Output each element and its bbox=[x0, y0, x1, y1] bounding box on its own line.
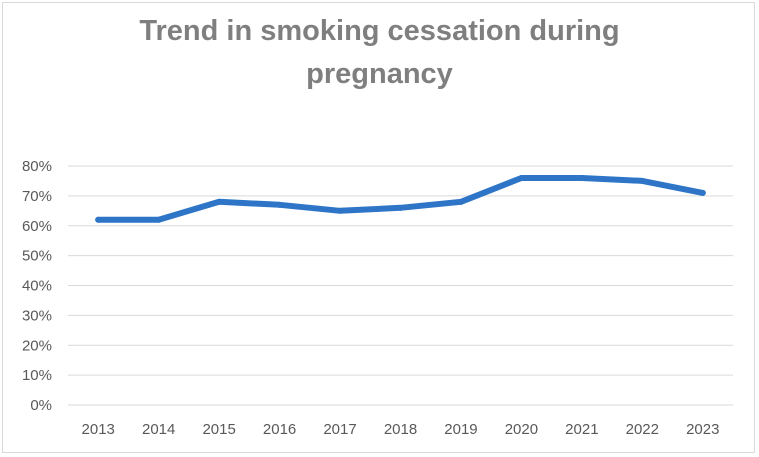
x-tick-label: 2016 bbox=[263, 421, 296, 438]
chart-frame bbox=[2, 2, 755, 453]
data-point bbox=[276, 201, 283, 208]
x-tick-label: 2021 bbox=[565, 421, 598, 438]
x-tick-label: 2020 bbox=[505, 421, 538, 438]
x-tick-label: 2022 bbox=[626, 421, 659, 438]
data-point bbox=[216, 198, 223, 205]
y-tick-label: 80% bbox=[22, 158, 52, 175]
y-tick-label: 30% bbox=[22, 307, 52, 324]
y-tick-label: 70% bbox=[22, 188, 52, 205]
x-tick-label: 2019 bbox=[444, 421, 477, 438]
data-point bbox=[578, 174, 585, 181]
y-tick-label: 40% bbox=[22, 278, 52, 295]
x-tick-label: 2014 bbox=[142, 421, 175, 438]
data-point bbox=[639, 177, 646, 184]
y-tick-label: 50% bbox=[22, 248, 52, 265]
data-point bbox=[397, 204, 404, 211]
data-point bbox=[699, 189, 706, 196]
series-line bbox=[95, 175, 706, 223]
x-tick-label: 2023 bbox=[686, 421, 719, 438]
y-tick-label: 20% bbox=[22, 337, 52, 354]
x-axis-tick-labels: 2013 2014 2015 2016 2017 2018 2019 2020 2021 2022… bbox=[82, 421, 720, 438]
y-tick-label: 0% bbox=[30, 397, 52, 414]
data-point bbox=[155, 216, 162, 223]
series-layer bbox=[95, 174, 706, 223]
data-point bbox=[337, 207, 344, 214]
x-tick-label: 2017 bbox=[323, 421, 356, 438]
chart-title: Trend in smoking cessation during pregna… bbox=[0, 10, 759, 96]
x-tick-label: 2018 bbox=[384, 421, 417, 438]
y-axis-tick-labels: 0% 10% 20% 30% 40% 50% 60% 70% 80% bbox=[22, 158, 52, 414]
y-tick-label: 10% bbox=[22, 367, 52, 384]
data-point bbox=[457, 198, 464, 205]
data-point bbox=[95, 216, 102, 223]
x-tick-label: 2013 bbox=[82, 421, 115, 438]
chart-title-line-1: Trend in smoking cessation during bbox=[139, 15, 620, 47]
chart-title-line-2: pregnancy bbox=[306, 58, 453, 90]
data-point bbox=[518, 174, 525, 181]
y-tick-label: 60% bbox=[22, 218, 52, 235]
gridlines bbox=[68, 165, 733, 406]
x-tick-label: 2015 bbox=[202, 421, 235, 438]
